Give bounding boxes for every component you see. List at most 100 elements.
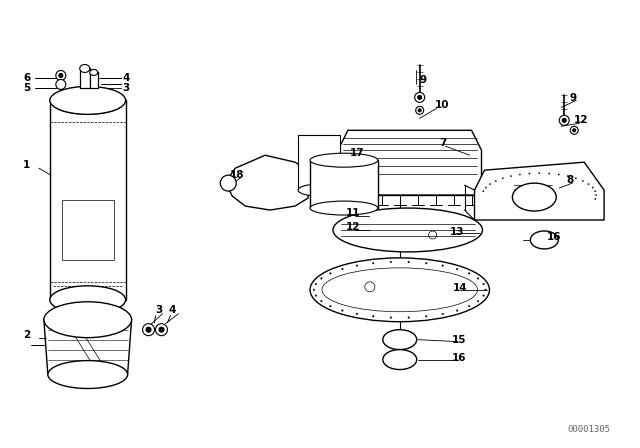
Ellipse shape — [50, 86, 125, 114]
Text: 4: 4 — [168, 305, 176, 315]
Circle shape — [408, 317, 410, 319]
Circle shape — [595, 190, 596, 192]
Circle shape — [418, 95, 422, 99]
Ellipse shape — [383, 330, 417, 349]
Ellipse shape — [80, 65, 90, 73]
Circle shape — [502, 177, 504, 179]
Circle shape — [483, 283, 484, 285]
Circle shape — [56, 70, 66, 81]
Circle shape — [372, 315, 374, 317]
Text: 12: 12 — [574, 115, 589, 125]
Circle shape — [418, 109, 421, 112]
Circle shape — [321, 300, 322, 302]
Circle shape — [390, 317, 392, 319]
Text: 7: 7 — [440, 138, 447, 148]
Circle shape — [510, 176, 511, 177]
Circle shape — [483, 295, 484, 297]
Circle shape — [490, 183, 491, 185]
Circle shape — [548, 173, 550, 174]
Circle shape — [539, 172, 540, 174]
Circle shape — [426, 263, 427, 264]
Ellipse shape — [44, 302, 132, 338]
Circle shape — [89, 82, 93, 86]
Circle shape — [559, 115, 569, 125]
Text: 9: 9 — [569, 93, 577, 103]
Circle shape — [415, 92, 425, 103]
Bar — [310, 160, 378, 208]
Text: 2: 2 — [23, 330, 30, 340]
Circle shape — [570, 126, 578, 134]
Bar — [80, 69, 90, 88]
Circle shape — [361, 227, 365, 231]
Circle shape — [484, 289, 486, 291]
Circle shape — [563, 118, 566, 122]
Ellipse shape — [50, 286, 125, 314]
Text: 16: 16 — [452, 353, 466, 362]
Circle shape — [519, 174, 520, 175]
Circle shape — [146, 327, 151, 332]
Circle shape — [573, 129, 576, 132]
Circle shape — [456, 268, 458, 270]
Ellipse shape — [383, 349, 417, 370]
Circle shape — [567, 176, 568, 177]
Text: 17: 17 — [350, 148, 365, 158]
Circle shape — [558, 174, 559, 175]
Text: 9: 9 — [420, 75, 427, 86]
Ellipse shape — [48, 361, 127, 388]
Circle shape — [575, 177, 577, 179]
Circle shape — [342, 310, 343, 311]
Ellipse shape — [310, 201, 378, 215]
Circle shape — [390, 261, 392, 263]
Text: 13: 13 — [449, 227, 464, 237]
Circle shape — [56, 79, 66, 90]
Circle shape — [159, 327, 164, 332]
Circle shape — [143, 324, 154, 336]
Ellipse shape — [90, 69, 98, 75]
Circle shape — [495, 180, 497, 182]
Ellipse shape — [333, 208, 483, 252]
Circle shape — [588, 183, 589, 185]
Text: 5: 5 — [23, 83, 30, 94]
Circle shape — [468, 272, 470, 274]
Circle shape — [361, 213, 365, 217]
Text: 1: 1 — [23, 160, 30, 170]
Ellipse shape — [531, 231, 558, 249]
Circle shape — [358, 210, 368, 220]
Circle shape — [330, 272, 331, 274]
Circle shape — [456, 310, 458, 311]
Circle shape — [529, 173, 530, 174]
Circle shape — [358, 224, 368, 234]
Circle shape — [582, 180, 584, 182]
Circle shape — [372, 263, 374, 264]
Circle shape — [59, 73, 63, 78]
Circle shape — [86, 79, 96, 90]
Text: 10: 10 — [435, 100, 449, 110]
Circle shape — [477, 278, 479, 279]
Circle shape — [416, 106, 424, 114]
Circle shape — [220, 175, 236, 191]
Ellipse shape — [513, 183, 556, 211]
Text: 16: 16 — [547, 232, 562, 242]
Circle shape — [595, 194, 597, 196]
Polygon shape — [338, 130, 481, 195]
Circle shape — [595, 198, 596, 200]
Circle shape — [592, 187, 593, 188]
Circle shape — [86, 70, 96, 81]
Circle shape — [315, 295, 317, 297]
Ellipse shape — [310, 258, 490, 322]
Circle shape — [426, 315, 427, 317]
Text: 3: 3 — [123, 83, 130, 94]
Text: 11: 11 — [346, 208, 360, 218]
Circle shape — [485, 187, 486, 188]
Circle shape — [408, 261, 410, 263]
Text: 00001305: 00001305 — [568, 425, 611, 434]
Circle shape — [313, 289, 315, 291]
Circle shape — [156, 324, 168, 336]
Circle shape — [468, 306, 470, 307]
Circle shape — [321, 278, 322, 279]
Polygon shape — [228, 155, 308, 210]
Circle shape — [356, 265, 358, 267]
Circle shape — [89, 73, 93, 78]
Bar — [62, 200, 114, 260]
Circle shape — [330, 306, 331, 307]
